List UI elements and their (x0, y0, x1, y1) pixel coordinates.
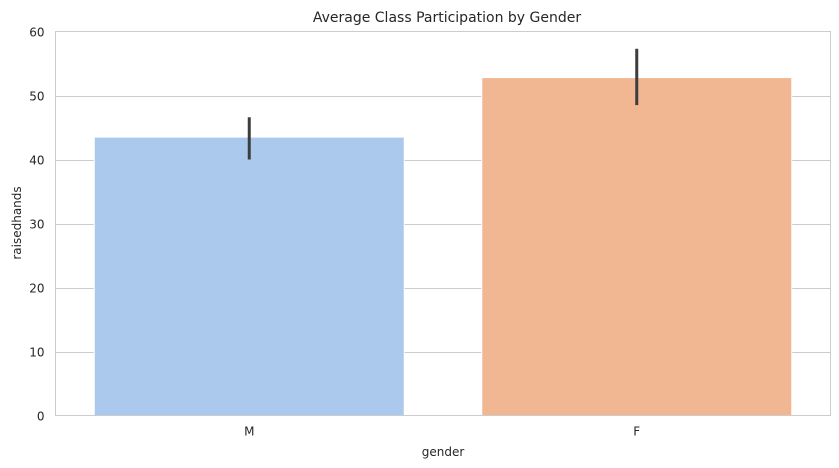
y-tick-label: 10 (29, 346, 44, 360)
x-tick-label-f: F (633, 425, 640, 439)
y-tick-label: 60 (29, 26, 44, 40)
y-tick-labels: 0 10 20 30 40 50 60 (29, 26, 44, 424)
x-tick-label-m: M (244, 425, 254, 439)
bar-f (481, 77, 793, 417)
y-tick-label: 0 (37, 410, 45, 424)
error-bars (247, 48, 639, 160)
y-axis-label: raisedhands (10, 186, 24, 259)
y-tick-label: 40 (29, 154, 44, 168)
plot-frame (55, 31, 831, 416)
y-tick-label: 20 (29, 282, 44, 296)
chart-title: Average Class Participation by Gender (313, 10, 582, 26)
y-tick-label: 30 (29, 218, 44, 232)
x-axis-label: gender (422, 445, 465, 459)
y-tick-label: 50 (29, 90, 44, 104)
bar-m (93, 136, 405, 416)
bars (93, 77, 793, 417)
